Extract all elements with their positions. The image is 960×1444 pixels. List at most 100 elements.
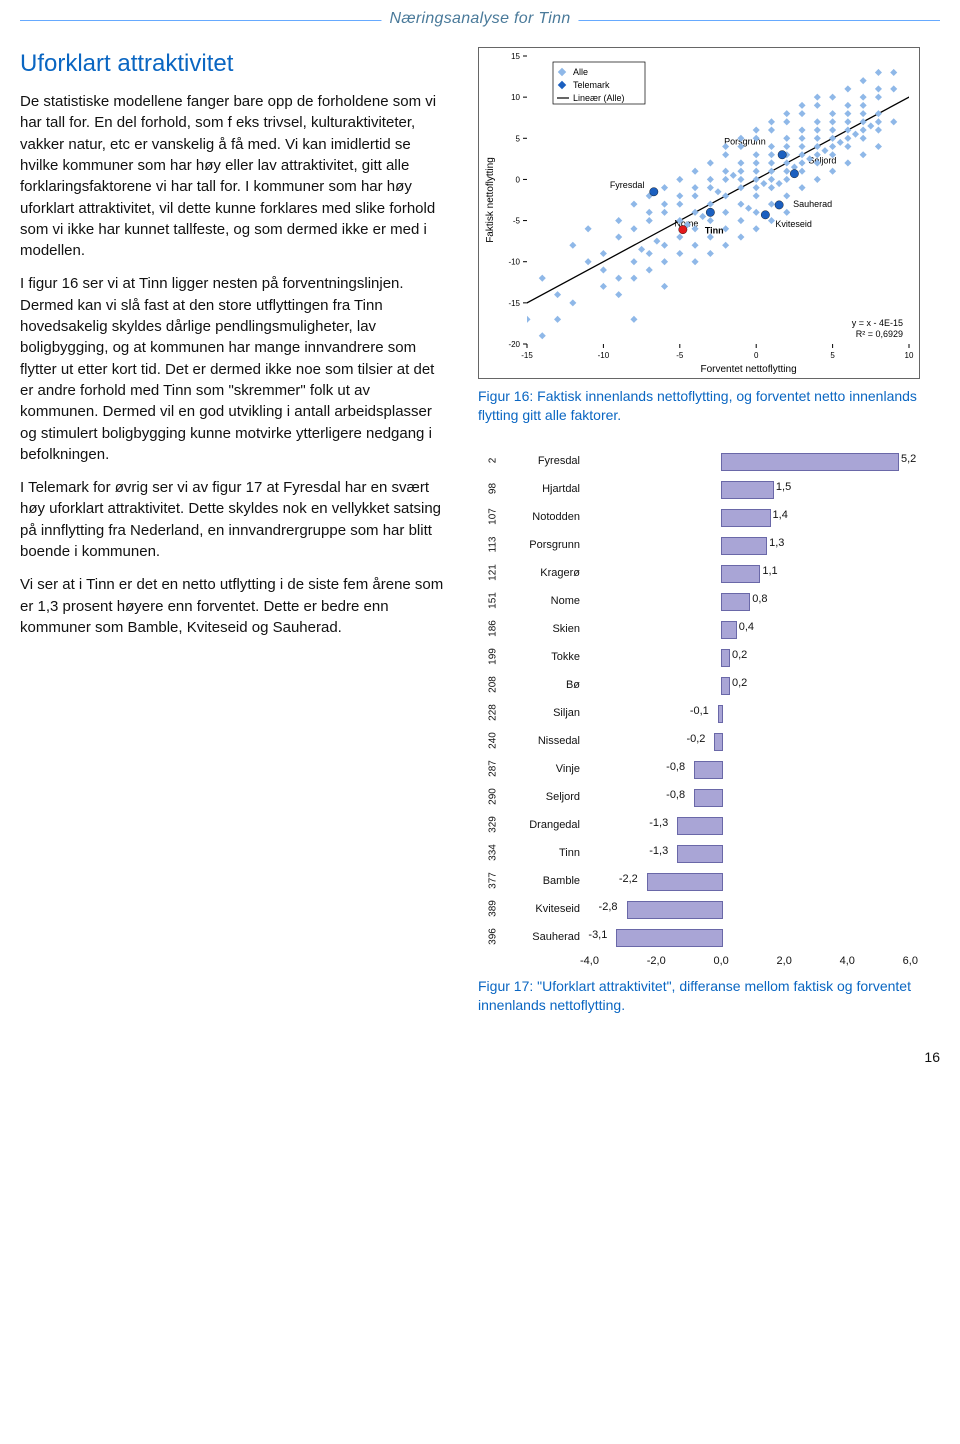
bar-track: 1,1 [586,563,918,583]
bar-track: -2,2 [586,871,918,891]
bar-label: Sauherad [508,931,586,943]
bar [721,593,750,611]
bar-row: 107Notodden1,4 [478,503,918,531]
svg-text:0: 0 [754,351,759,360]
bar [721,509,770,527]
bar-label: Tokke [508,651,586,663]
scatter-chart: -15-10-50510-20-15-10-5051015Forventet n… [478,47,920,379]
bar-row: 151Nome0,8 [478,587,918,615]
bar-chart: 2Fyresdal5,298Hjartdal1,5107Notodden1,41… [478,447,918,967]
bar-track: -1,3 [586,815,918,835]
bar-label: Drangedal [508,819,586,831]
svg-text:10: 10 [511,93,520,102]
bar-row: 389Kviteseid-2,8 [478,895,918,923]
bar-track: 0,2 [586,675,918,695]
svg-text:Alle: Alle [573,67,588,77]
bar-value: 0,2 [732,649,747,661]
bar-row: 240Nissedal-0,2 [478,727,918,755]
svg-text:5: 5 [516,134,521,143]
bar-rank: 329 [488,810,499,840]
xtick: 0,0 [713,955,728,967]
bar-rank: 208 [488,670,499,700]
bar-track: 1,3 [586,535,918,555]
bar-value: 0,2 [732,677,747,689]
figure-caption-17: Figur 17: "Uforklart attraktivitet", dif… [478,977,940,1015]
bar [677,817,723,835]
bar [647,873,723,891]
bar-value: 0,8 [752,593,767,605]
svg-text:Sauherad: Sauherad [793,199,832,209]
bar-rank: 2 [488,446,499,476]
svg-text:5: 5 [830,351,835,360]
svg-text:Kviteseid: Kviteseid [775,219,812,229]
bar-label: Tinn [508,847,586,859]
svg-text:0: 0 [516,175,521,184]
svg-text:-15: -15 [521,351,533,360]
bar [721,453,899,471]
xtick: -4,0 [580,955,599,967]
bar [694,761,723,779]
bar-value: -2,2 [619,873,638,885]
bar-value: -0,1 [690,705,709,717]
section-heading: Uforklart attraktivitet [20,47,450,81]
svg-text:y = x - 4E-15: y = x - 4E-15 [852,318,903,328]
bar [721,481,774,499]
scatter-svg: -15-10-50510-20-15-10-5051015Forventet n… [479,48,919,378]
bar-rank: 228 [488,698,499,728]
bar-xaxis: -4,0-2,00,02,04,06,0 [580,955,918,967]
bar-track: -0,8 [586,759,918,779]
bar [721,537,767,555]
bar-value: -0,8 [666,789,685,801]
bar-row: 121Kragerø1,1 [478,559,918,587]
xtick: 2,0 [777,955,792,967]
bar-track: -0,8 [586,787,918,807]
svg-text:Telemark: Telemark [573,80,610,90]
bar-rank: 186 [488,614,499,644]
bar-rank: 151 [488,586,499,616]
xtick: 4,0 [840,955,855,967]
bar-label: Nissedal [508,735,586,747]
bar [627,901,724,919]
bar-value: 1,5 [776,481,791,493]
bar-label: Fyresdal [508,455,586,467]
bar-value: -0,8 [666,761,685,773]
bar [721,621,737,639]
bar-value: -2,8 [599,901,618,913]
bar-value: -1,3 [649,817,668,829]
bar-row: 329 Drangedal -1,3 [478,811,918,839]
bar [721,565,760,583]
bar [721,677,730,695]
header-rule: Næringsanalyse for Tinn [20,20,940,21]
bar-track: 1,5 [586,479,918,499]
bar-rank: 240 [488,726,499,756]
bar-rank: 113 [488,530,499,560]
figure-caption-16: Figur 16: Faktisk innenlands nettoflytti… [478,387,940,425]
svg-text:Faktisk nettoflytting: Faktisk nettoflytting [485,157,496,243]
bar-rank: 287 [488,754,499,784]
bar-track: 5,2 [586,451,918,471]
bar [616,929,723,947]
bar-rank: 199 [488,642,499,672]
bar-label: Skien [508,623,586,635]
paragraph: I figur 16 ser vi at Tinn ligger nesten … [20,273,450,465]
paragraph: I Telemark for øvrig ser vi av figur 17 … [20,477,450,562]
bar-label: Bø [508,679,586,691]
bar-rank: 98 [488,474,499,504]
svg-text:R² = 0,6929: R² = 0,6929 [856,329,903,339]
svg-text:Fyresdal: Fyresdal [610,180,645,190]
svg-text:-5: -5 [513,217,521,226]
page-header-title: Næringsanalyse for Tinn [381,10,578,28]
bar-value: 1,1 [762,565,777,577]
svg-text:10: 10 [905,351,914,360]
bar-track: -3,1 [586,927,918,947]
paragraph: De statistiske modellene fanger bare opp… [20,91,450,261]
bar-value: 5,2 [901,453,916,465]
svg-text:Tinn: Tinn [705,226,724,236]
bar-row: 377Bamble-2,2 [478,867,918,895]
paragraph: Vi ser at i Tinn er det en netto utflytt… [20,574,450,638]
bar-row: 287Vinje-0,8 [478,755,918,783]
svg-text:15: 15 [511,52,520,61]
bar-label: Porsgrunn [508,539,586,551]
bar-label: Bamble [508,875,586,887]
bar [714,733,723,751]
